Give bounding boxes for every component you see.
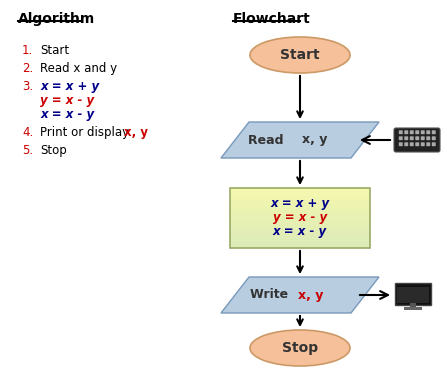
Text: 4.: 4. (22, 126, 33, 139)
Ellipse shape (250, 330, 350, 366)
FancyBboxPatch shape (426, 142, 430, 146)
Bar (230, 224, 370, 226)
Text: x, y: x, y (302, 133, 327, 147)
Bar (230, 230, 370, 232)
Bar (230, 236, 370, 238)
Text: x, y: x, y (298, 288, 323, 302)
Bar (230, 220, 370, 221)
Text: x, y: x, y (124, 126, 148, 139)
Bar (230, 200, 370, 202)
FancyBboxPatch shape (415, 142, 419, 146)
Bar (230, 235, 370, 236)
Text: Stop: Stop (282, 341, 318, 355)
Bar (230, 197, 370, 199)
Bar (230, 244, 370, 245)
FancyBboxPatch shape (399, 142, 403, 146)
Bar (395, 283, 431, 305)
FancyBboxPatch shape (410, 142, 414, 146)
FancyBboxPatch shape (432, 142, 436, 146)
Bar (230, 203, 370, 205)
FancyBboxPatch shape (415, 136, 419, 140)
Bar (230, 196, 370, 197)
Bar (230, 241, 370, 242)
Bar (230, 205, 370, 206)
Bar (230, 218, 370, 220)
FancyBboxPatch shape (432, 130, 436, 134)
FancyBboxPatch shape (404, 130, 408, 134)
Text: y = x - y: y = x - y (40, 94, 94, 107)
Bar (230, 214, 370, 215)
Text: Start: Start (280, 48, 320, 62)
Text: Read x and y: Read x and y (40, 62, 117, 75)
Bar (230, 229, 370, 230)
Text: Start: Start (40, 44, 69, 57)
FancyBboxPatch shape (421, 130, 425, 134)
FancyBboxPatch shape (426, 130, 430, 134)
Bar (230, 217, 370, 218)
Polygon shape (221, 122, 379, 158)
Bar (230, 212, 370, 214)
FancyBboxPatch shape (394, 128, 440, 152)
Bar (230, 206, 370, 208)
Bar (230, 215, 370, 217)
Text: y = x - y: y = x - y (273, 211, 327, 224)
Bar (230, 199, 370, 200)
Bar (230, 191, 370, 193)
FancyBboxPatch shape (410, 130, 414, 134)
Text: 2.: 2. (22, 62, 33, 75)
Text: Flowchart: Flowchart (233, 12, 311, 26)
Text: x = x - y: x = x - y (273, 226, 327, 238)
FancyBboxPatch shape (404, 142, 408, 146)
Bar (230, 202, 370, 203)
FancyBboxPatch shape (432, 136, 436, 140)
Bar (230, 190, 370, 191)
Text: Write: Write (249, 288, 292, 302)
Bar (230, 188, 370, 190)
Text: 1.: 1. (22, 44, 33, 57)
Bar (410, 303, 416, 308)
FancyBboxPatch shape (399, 130, 403, 134)
Polygon shape (221, 277, 379, 313)
Bar (230, 238, 370, 239)
Text: x = x + y: x = x + y (40, 80, 99, 93)
FancyBboxPatch shape (421, 136, 425, 140)
Text: x = x + y: x = x + y (270, 197, 329, 211)
Bar (404, 307, 422, 310)
Bar (230, 209, 370, 211)
Bar (230, 232, 370, 233)
FancyBboxPatch shape (426, 136, 430, 140)
Bar (230, 211, 370, 212)
Bar (230, 221, 370, 223)
FancyBboxPatch shape (404, 136, 408, 140)
Ellipse shape (250, 37, 350, 73)
Bar (230, 188, 370, 248)
Bar (230, 245, 370, 247)
Bar (230, 223, 370, 224)
Text: Algorithm: Algorithm (18, 12, 95, 26)
Text: Read: Read (248, 133, 292, 147)
Text: Print or display: Print or display (40, 126, 133, 139)
Bar (230, 208, 370, 209)
Bar (230, 242, 370, 244)
Text: 5.: 5. (22, 144, 33, 157)
Bar (230, 193, 370, 194)
Bar (230, 227, 370, 229)
Bar (230, 233, 370, 235)
Bar (397, 287, 429, 303)
Bar (230, 239, 370, 241)
Bar (230, 194, 370, 196)
Bar (230, 226, 370, 227)
FancyBboxPatch shape (421, 142, 425, 146)
Text: x = x - y: x = x - y (40, 108, 94, 121)
Text: Stop: Stop (40, 144, 67, 157)
Text: 3.: 3. (22, 80, 33, 93)
FancyBboxPatch shape (399, 136, 403, 140)
Bar (230, 247, 370, 248)
FancyBboxPatch shape (415, 130, 419, 134)
FancyBboxPatch shape (410, 136, 414, 140)
